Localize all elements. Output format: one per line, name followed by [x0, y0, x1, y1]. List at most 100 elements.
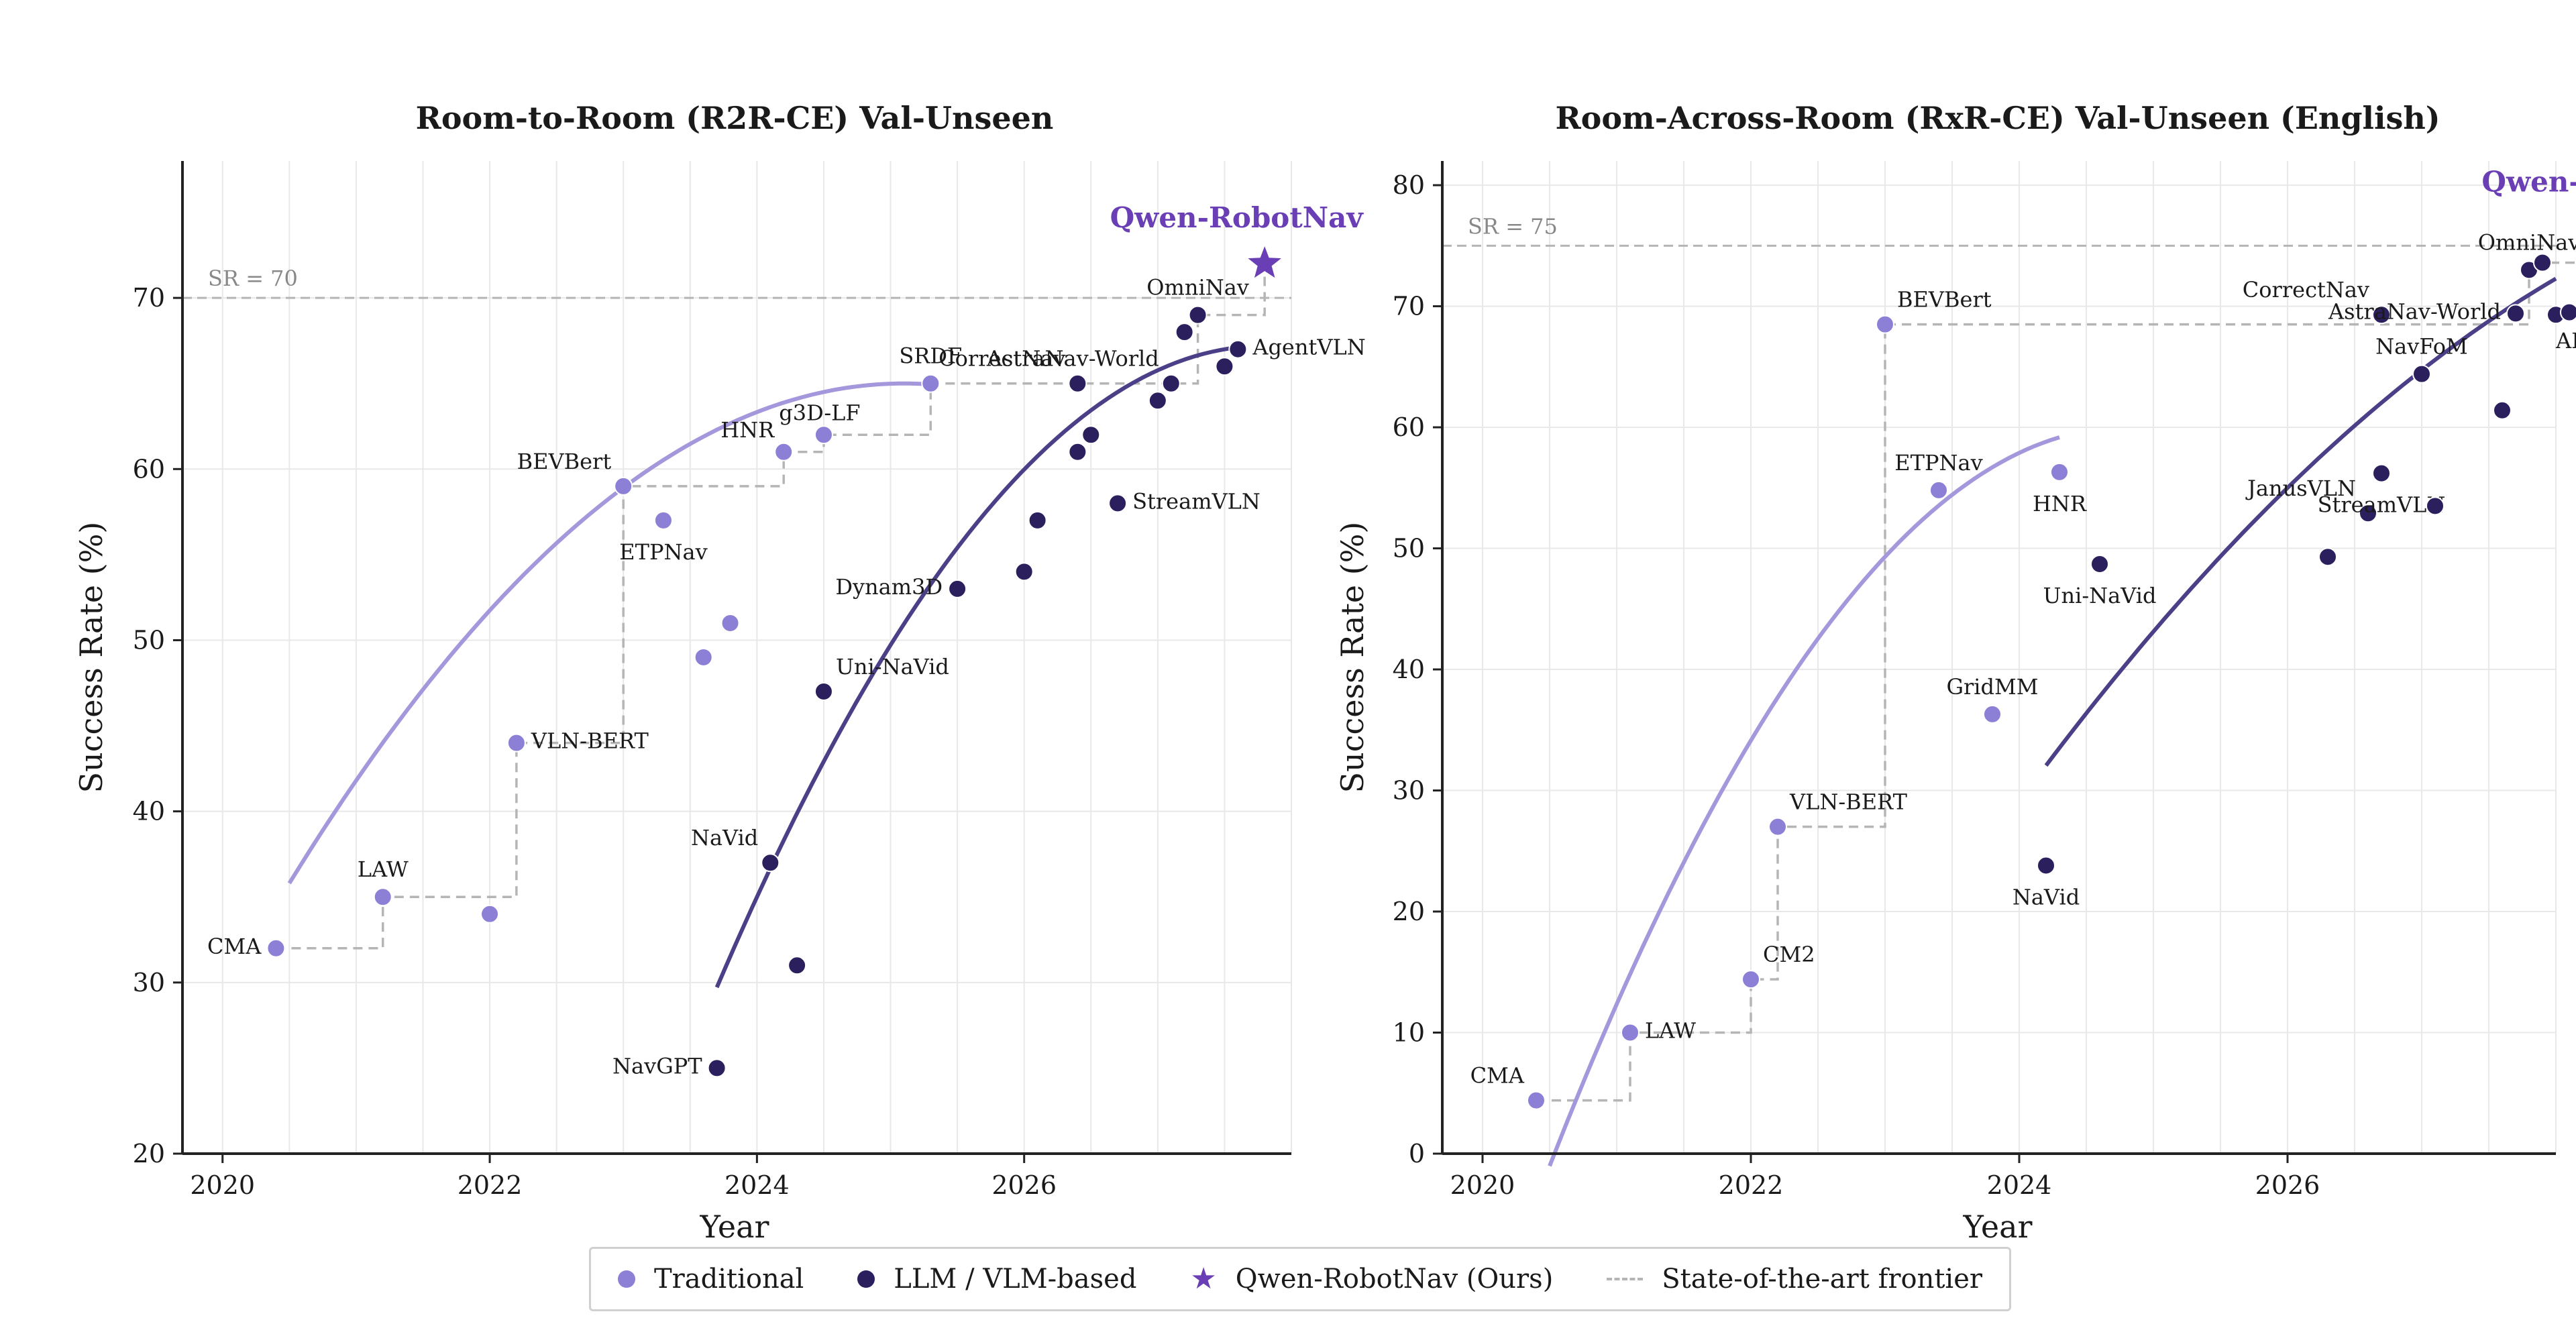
- rxr-traditional-point: [1621, 1023, 1640, 1042]
- r2r-point-label: NavGPT: [612, 1053, 702, 1079]
- r2r-point-label: LAW: [358, 857, 409, 882]
- rxr-x-tick-label: 2022: [1719, 1170, 1784, 1200]
- rxr-traditional-point: [1527, 1091, 1546, 1110]
- rxr-traditional-point: [1876, 315, 1894, 334]
- r2r-chart-title: Room-to-Room (R2R-CE) Val-Unseen: [416, 100, 1054, 136]
- rxr-y-tick-label: 70: [1393, 292, 1425, 321]
- star-marker-icon: ★: [1190, 1262, 1217, 1296]
- r2r-llm-point: [788, 956, 807, 975]
- r2r-point-label: CMA: [207, 934, 262, 959]
- legend-frontier: State-of-the-art frontier: [1607, 1264, 1982, 1295]
- rxr-llm-point: [2506, 304, 2525, 323]
- r2r-llm-point: [1188, 305, 1208, 325]
- r2r-llm-point: [1215, 357, 1234, 376]
- rxr-ours-label: Qwen-RobotNav: [2481, 165, 2576, 198]
- r2r-traditional-point: [720, 613, 740, 632]
- dashed-line-icon: [1607, 1278, 1644, 1280]
- r2r-point-label: g3D-LF: [779, 400, 860, 425]
- rxr-reference-label: SR = 75: [1468, 213, 1558, 239]
- rxr-point-label: BEVBert: [1897, 287, 1992, 313]
- rxr-llm-point: [2560, 302, 2576, 322]
- r2r-llm-trend-line: [714, 345, 1238, 989]
- rxr-y-tick-label: 30: [1393, 776, 1425, 806]
- r2r-traditional-point: [653, 510, 673, 530]
- rxr-llm-point: [2372, 305, 2391, 325]
- r2r-ours-label: Qwen-RobotNav: [1110, 201, 1364, 234]
- r2r-point-label: Dynam3D: [835, 574, 943, 600]
- legend: Traditional LLM / VLM-based ★ Qwen-Robot…: [589, 1247, 2011, 1311]
- rxr-y-tick-label: 50: [1393, 534, 1425, 563]
- r2r-chart-panel: Room-to-Room (R2R-CE) Val-Unseen Year Su…: [73, 100, 1366, 1245]
- rxr-y-tick-label: 10: [1393, 1018, 1425, 1048]
- r2r-llm-point: [1028, 510, 1047, 530]
- rxr-x-tick-label: 2026: [2255, 1170, 2320, 1200]
- rxr-point-label: NavFoM: [2375, 334, 2468, 360]
- r2r-traditional-point: [614, 476, 633, 496]
- r2r-point-label: OmniNav: [1146, 275, 1249, 300]
- rxr-chart-title: Room-Across-Room (RxR-CE) Val-Unseen (En…: [1555, 100, 2440, 136]
- r2r-x-tick-label: 2024: [724, 1170, 790, 1200]
- rxr-llm-point: [2426, 496, 2445, 516]
- rxr-llm-point: [2372, 463, 2391, 483]
- rxr-llm-point: [2359, 504, 2377, 523]
- r2r-ours-star: [1248, 246, 1281, 278]
- rxr-llm-point: [2037, 856, 2055, 875]
- rxr-point-label: HNR: [2033, 491, 2087, 516]
- r2r-x-tick-label: 2022: [458, 1170, 523, 1200]
- r2r-llm-point: [1081, 425, 1101, 445]
- r2r-x-tick-label: 2020: [190, 1170, 255, 1200]
- r2r-traditional-trend-line: [287, 381, 931, 885]
- rxr-llm-point: [2090, 555, 2109, 574]
- r2r-llm-point: [1228, 339, 1248, 359]
- r2r-traditional-point: [266, 938, 286, 958]
- legend-ours: ★ Qwen-RobotNav (Ours): [1190, 1264, 1553, 1295]
- rxr-traditional-point: [2050, 462, 2069, 482]
- r2r-point-label: AstraNav-World: [986, 346, 1159, 372]
- r2r-y-tick-label: 20: [133, 1139, 165, 1168]
- rxr-llm-trend-line: [2044, 276, 2557, 767]
- rxr-point-label: CMA: [1470, 1063, 1525, 1089]
- r2r-point-label: SRDF: [899, 343, 962, 369]
- r2r-llm-point: [1108, 494, 1128, 513]
- rxr-llm-point: [2533, 253, 2552, 272]
- r2r-grid: [182, 161, 1292, 1154]
- r2r-point-label: CorrectNav: [938, 346, 1065, 372]
- r2r-llm-point: [814, 682, 833, 702]
- rxr-point-label: GridMM: [1946, 674, 2038, 700]
- r2r-llm-point: [1161, 374, 1181, 393]
- rxr-y-tick-label: 20: [1393, 897, 1425, 926]
- llm-marker-icon: [857, 1270, 875, 1288]
- r2r-llm-point: [707, 1058, 727, 1078]
- rxr-traditional-trend-line: [1548, 435, 2060, 1167]
- rxr-point-label: Uni-NaVid: [2043, 583, 2157, 608]
- rxr-llm-point: [2493, 400, 2512, 420]
- legend-frontier-label: State-of-the-art frontier: [1662, 1264, 1982, 1295]
- legend-llm-label: LLM / VLM-based: [894, 1264, 1137, 1295]
- legend-llm: LLM / VLM-based: [857, 1264, 1136, 1295]
- traditional-marker-icon: [617, 1270, 635, 1288]
- rxr-traditional-point: [1929, 480, 1948, 500]
- r2r-y-tick-label: 30: [133, 968, 165, 997]
- r2r-llm-point: [948, 579, 967, 598]
- rxr-point-label: JanusVLN: [2245, 476, 2356, 501]
- r2r-y-tick-label: 70: [133, 283, 165, 313]
- r2r-y-tick-label: 50: [133, 625, 165, 655]
- r2r-point-label: BEVBert: [517, 449, 612, 474]
- r2r-llm-point: [1148, 391, 1167, 410]
- rxr-point-label: VLN-BERT: [1789, 789, 1908, 815]
- r2r-x-axis-label: Year: [699, 1209, 769, 1245]
- r2r-llm-point: [761, 853, 780, 873]
- rxr-point-label: AstraNav-World: [2328, 298, 2501, 324]
- r2r-traditional-point: [921, 374, 941, 393]
- rxr-point-label: CM2: [1763, 942, 1815, 967]
- r2r-llm-point: [1068, 374, 1087, 393]
- r2r-point-label: AgentVLN: [1252, 335, 1365, 360]
- r2r-point-label: ETPNav: [619, 539, 707, 565]
- rxr-y-tick-label: 0: [1409, 1139, 1425, 1168]
- legend-traditional: Traditional: [617, 1264, 804, 1295]
- r2r-traditional-point: [814, 425, 833, 445]
- r2r-point-label: Uni-NaVid: [836, 654, 949, 679]
- r2r-y-tick-label: 60: [133, 454, 165, 484]
- rxr-point-label: OmniNav: [2478, 229, 2576, 255]
- rxr-point-label: ETPNav: [1894, 450, 1982, 476]
